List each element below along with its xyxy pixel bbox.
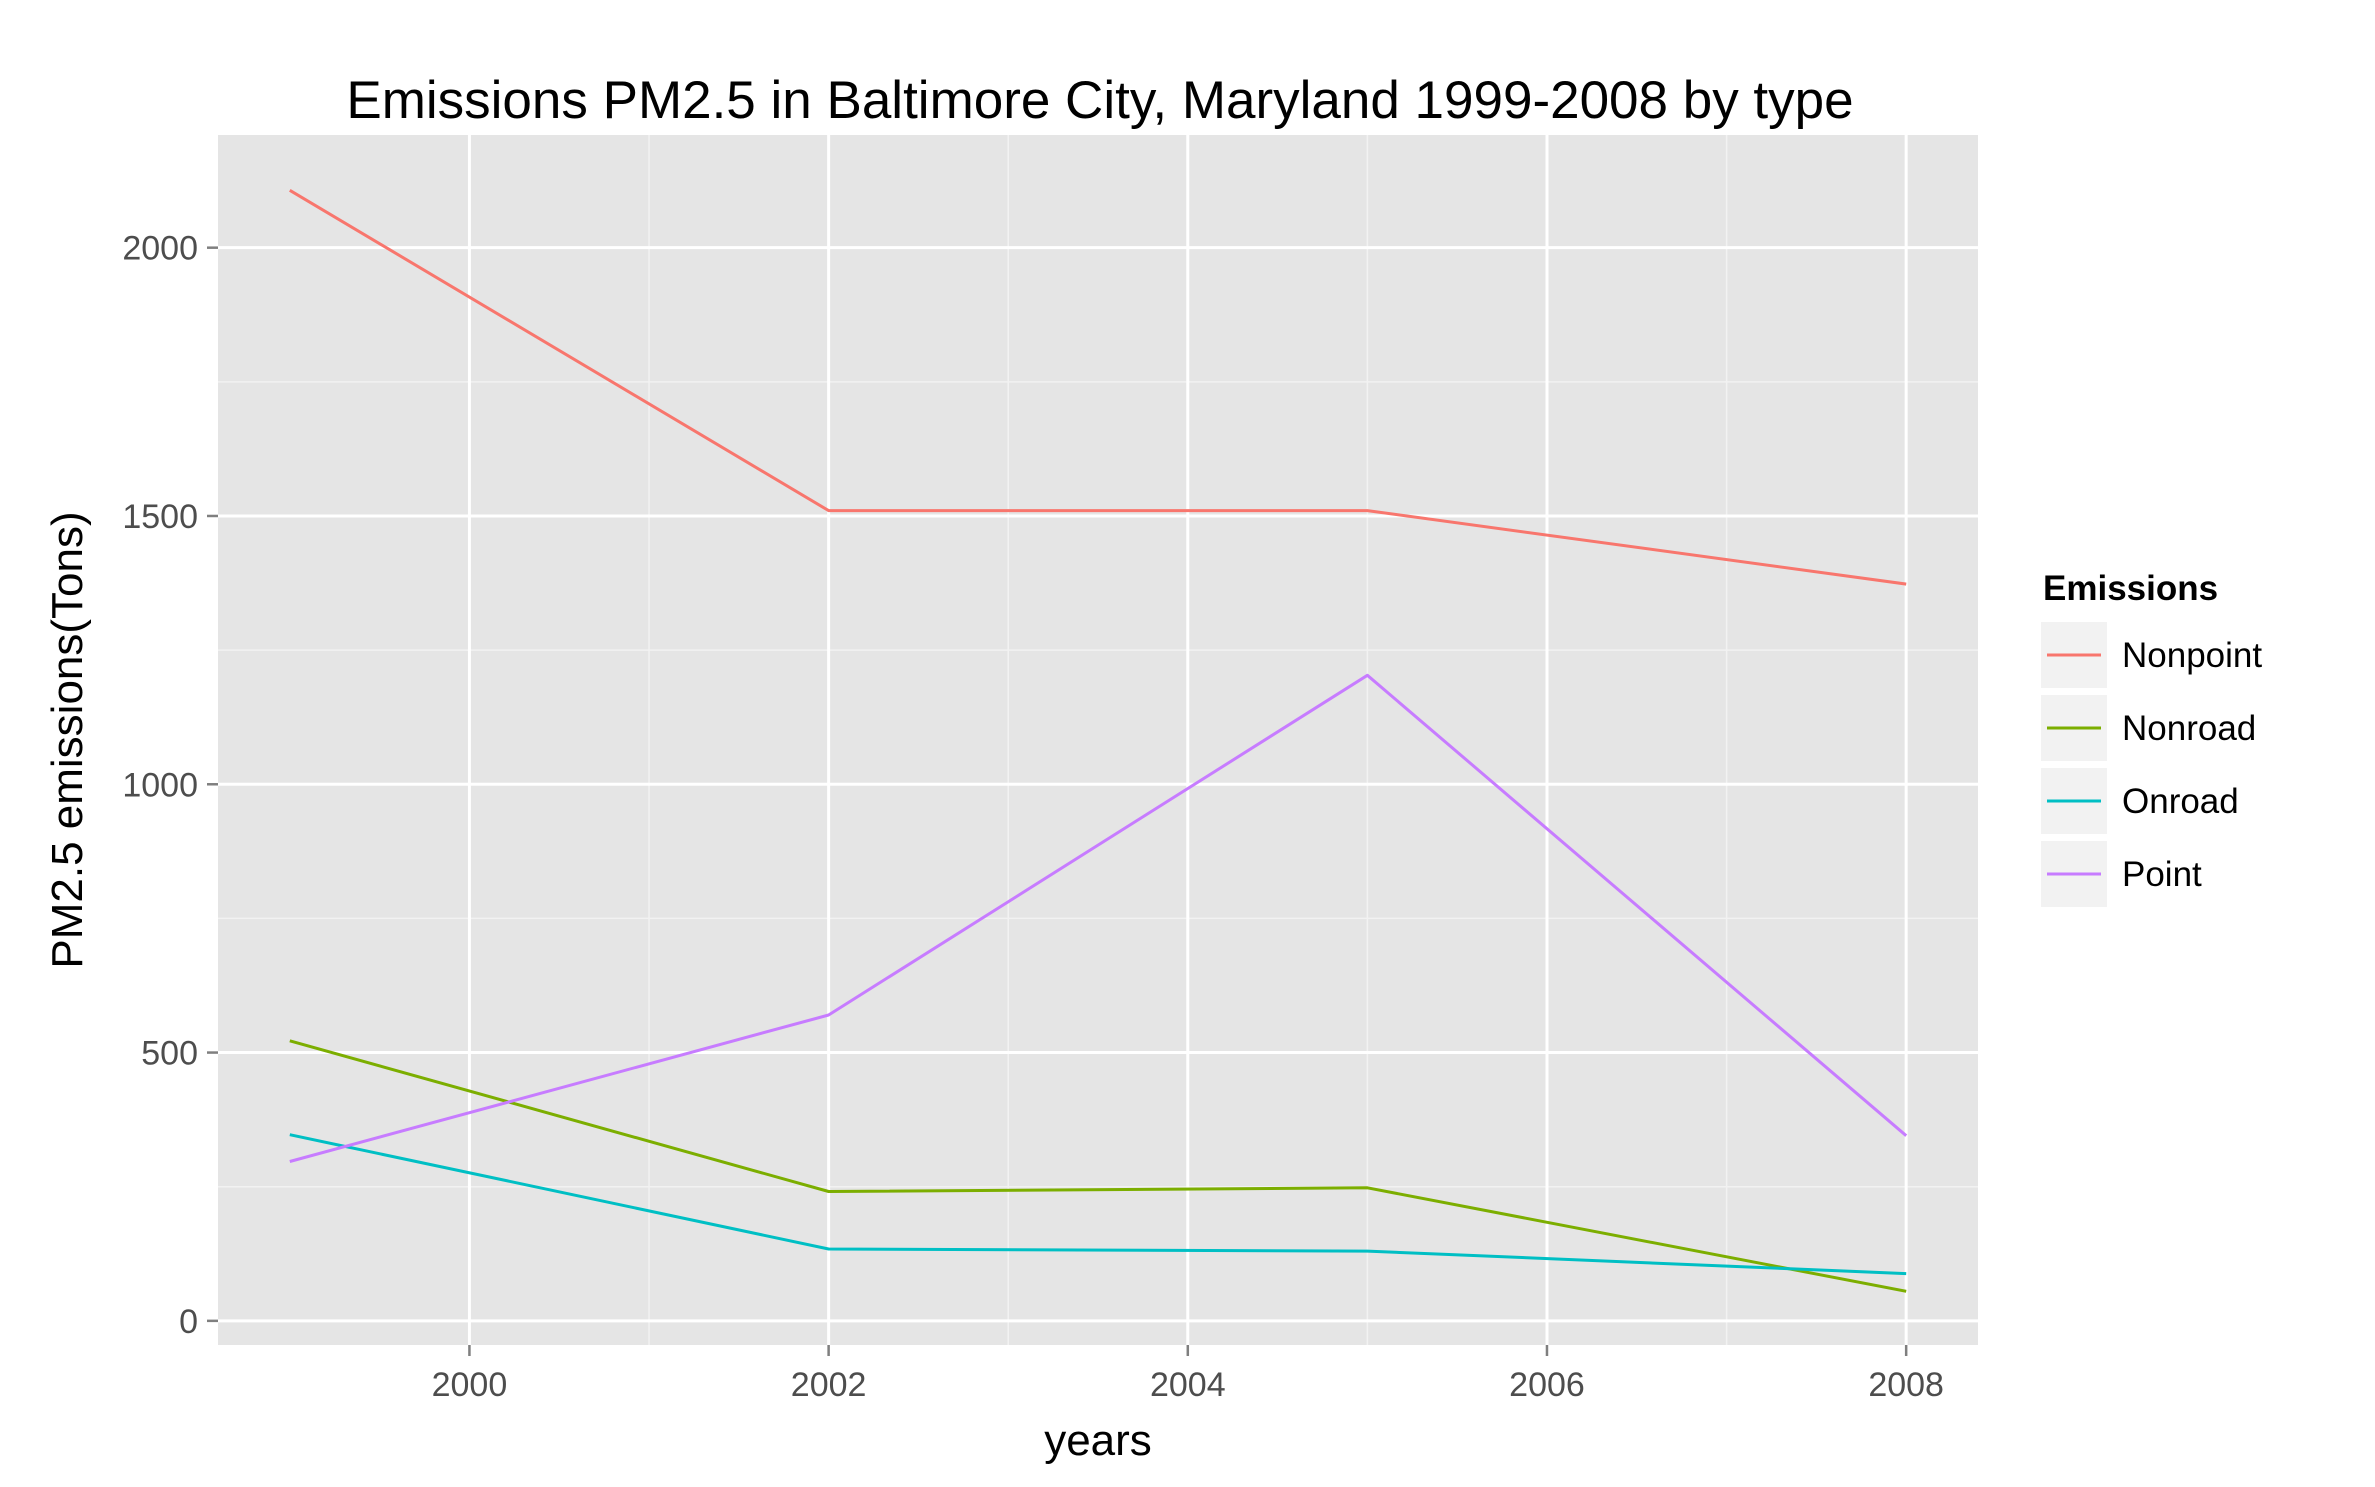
major-gridlines xyxy=(218,135,1978,1345)
legend-label-nonroad: Nonroad xyxy=(2122,709,2256,748)
legend-label-nonpoint: Nonpoint xyxy=(2122,636,2262,675)
legend-label-point: Point xyxy=(2122,855,2202,894)
y-axis-title: PM2.5 emissions(Tons) xyxy=(43,511,92,968)
x-tick-label: 2004 xyxy=(1150,1366,1226,1404)
legend-label-onroad: Onroad xyxy=(2122,782,2239,821)
series-line-nonroad xyxy=(289,1039,1907,1293)
x-tick-label: 2008 xyxy=(1868,1366,1944,1404)
series-line-onroad xyxy=(289,1133,1907,1276)
series-lines xyxy=(289,189,1908,1293)
series-line-point xyxy=(289,673,1908,1163)
x-tick-label: 2006 xyxy=(1509,1366,1585,1404)
y-tick-label: 1000 xyxy=(122,766,198,804)
x-tick-label: 2002 xyxy=(791,1366,867,1404)
plot-panel xyxy=(218,135,1978,1345)
x-axis: 2000 2002 2004 2006 2008 xyxy=(432,1345,1944,1404)
y-tick-label: 0 xyxy=(179,1303,198,1341)
series-line-nonpoint xyxy=(289,189,1907,586)
x-axis-title: years xyxy=(1044,1416,1152,1465)
legend: Emissions Nonpoint Nonroad Onroad Point xyxy=(2039,569,2262,909)
minor-gridlines xyxy=(218,135,1978,1345)
y-tick-label: 1500 xyxy=(122,498,198,536)
legend-title: Emissions xyxy=(2043,569,2218,608)
chart-title: Emissions PM2.5 in Baltimore City, Maryl… xyxy=(346,71,1853,130)
y-tick-label: 2000 xyxy=(122,230,198,268)
y-tick-label: 500 xyxy=(141,1035,198,1073)
y-axis: 0 500 1000 1500 2000 xyxy=(122,230,218,1341)
x-tick-label: 2000 xyxy=(432,1366,508,1404)
